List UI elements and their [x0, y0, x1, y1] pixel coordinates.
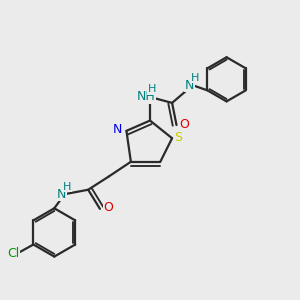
- Text: N: N: [57, 188, 66, 201]
- Text: H: H: [148, 84, 156, 94]
- Text: NH: NH: [137, 91, 156, 103]
- Text: H: H: [191, 73, 199, 83]
- Text: O: O: [103, 201, 113, 214]
- Text: N: N: [185, 79, 194, 92]
- Text: Cl: Cl: [8, 247, 20, 260]
- Text: H: H: [63, 182, 72, 192]
- Text: S: S: [175, 130, 183, 143]
- Text: N: N: [113, 123, 122, 136]
- Text: O: O: [179, 118, 189, 131]
